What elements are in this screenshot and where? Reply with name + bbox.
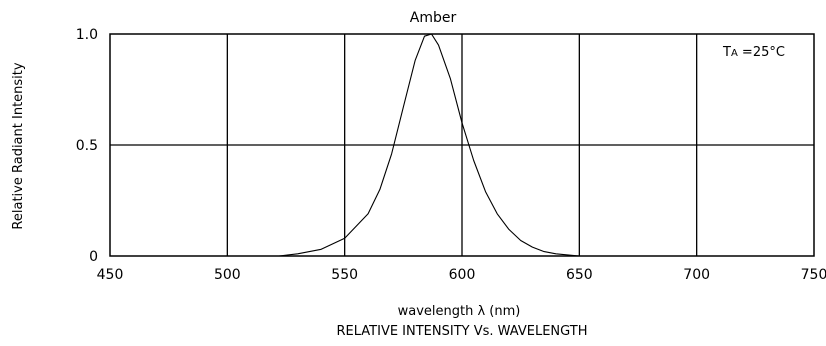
y-tick-label: 0 <box>89 249 98 265</box>
x-tick-label: 650 <box>566 267 593 283</box>
x-tick-label: 750 <box>801 267 826 283</box>
plot-area: 450 500 550 600 650 700 750 0 0.5 1.0 <box>76 27 826 283</box>
chart-caption: RELATIVE INTENSITY Vs. WAVELENGTH <box>337 324 588 339</box>
annotation-rest: =25°C <box>738 45 785 60</box>
x-tick-label: 600 <box>449 267 476 283</box>
x-tick-label: 500 <box>214 267 241 283</box>
x-tick-label: 700 <box>683 267 710 283</box>
spectrum-curve <box>278 33 580 257</box>
y-tick-label: 0.5 <box>76 138 98 154</box>
annotation-main: T <box>722 45 731 60</box>
x-tick-label: 550 <box>331 267 358 283</box>
annotation-subscript: A <box>731 48 738 59</box>
temperature-annotation: TA =25°C <box>722 45 785 60</box>
x-tick-label: 450 <box>97 267 124 283</box>
chart-title: Amber <box>410 10 457 26</box>
y-axis-label: Relative Radiant Intensity <box>11 62 26 229</box>
y-tick-label: 1.0 <box>76 27 98 43</box>
x-axis-label: wavelength λ (nm) <box>398 304 521 319</box>
